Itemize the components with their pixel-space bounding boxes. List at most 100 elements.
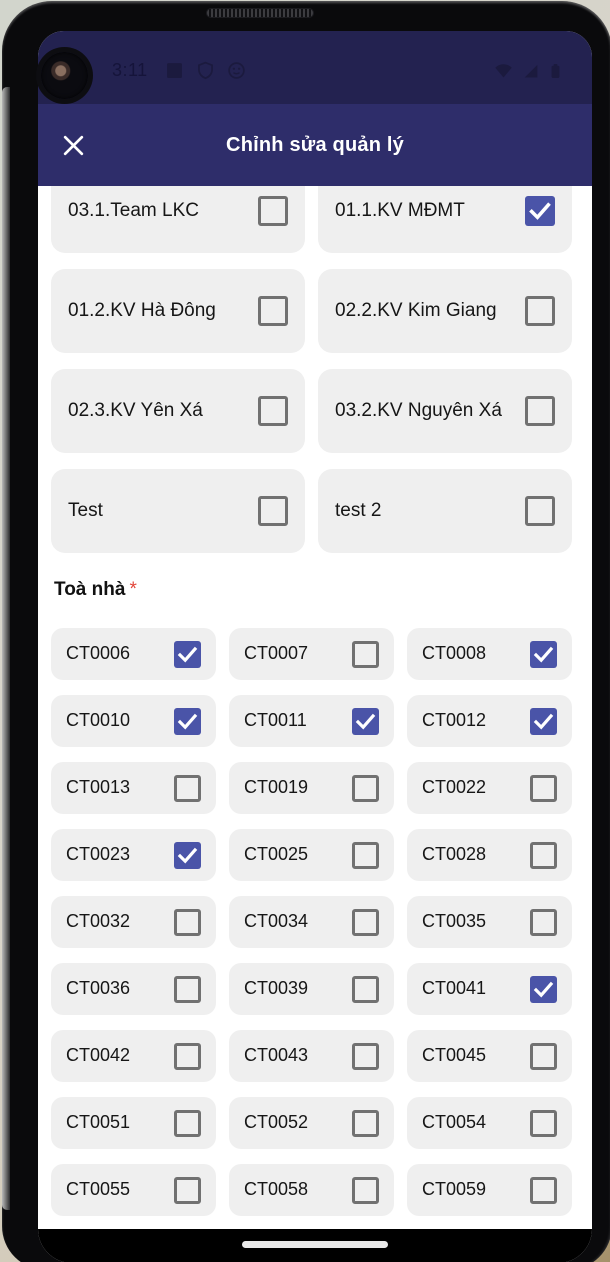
checkbox-unchecked-icon[interactable] <box>174 975 201 1003</box>
building-card-label: CT0006 <box>66 643 131 664</box>
checkbox-unchecked-icon[interactable] <box>174 1176 201 1204</box>
building-card-label: CT0043 <box>244 1045 309 1066</box>
building-card[interactable]: CT0043 <box>229 1030 394 1082</box>
checkbox-unchecked-icon[interactable] <box>530 841 557 869</box>
checkbox-unchecked-icon[interactable] <box>530 908 557 936</box>
building-card[interactable]: CT0042 <box>51 1030 216 1082</box>
checkbox-unchecked-icon[interactable] <box>174 1109 201 1137</box>
checkbox-unchecked-icon[interactable] <box>530 1176 557 1204</box>
areas-checkbox-grid: 03.1.Team LKC 01.1.KV MĐMT 01.2.KV Hà Đông… <box>51 186 572 553</box>
checkbox-unchecked-icon[interactable] <box>525 296 555 326</box>
checkbox-unchecked-icon[interactable] <box>352 1176 379 1204</box>
checkbox-checked-icon[interactable] <box>530 975 557 1003</box>
building-card[interactable]: CT0054 <box>407 1097 572 1149</box>
building-card[interactable]: CT0028 <box>407 829 572 881</box>
status-bar: 3:11 <box>38 31 592 104</box>
building-card-label: CT0028 <box>422 844 487 865</box>
form-content[interactable]: 03.1.Team LKC 01.1.KV MĐMT 01.2.KV Hà Đông… <box>38 186 592 1229</box>
wifi-icon <box>495 64 512 78</box>
checkbox-unchecked-icon[interactable] <box>352 640 379 668</box>
checkbox-checked-icon[interactable] <box>352 707 379 735</box>
cell-signal-icon <box>524 64 538 78</box>
browser-circle-icon <box>227 62 245 79</box>
area-card[interactable]: 03.1.Team LKC <box>51 186 305 253</box>
checkbox-unchecked-icon[interactable] <box>352 841 379 869</box>
notification-square-icon <box>166 63 182 78</box>
buildings-section-label: Toà nhà * <box>54 579 572 601</box>
area-card[interactable]: 01.2.KV Hà Đông <box>51 269 305 353</box>
area-card[interactable]: Test <box>51 469 305 553</box>
building-card-label: CT0025 <box>244 844 309 865</box>
area-card[interactable]: 02.2.KV Kim Giang <box>318 269 572 353</box>
close-button[interactable] <box>58 130 88 160</box>
checkbox-checked-icon[interactable] <box>174 640 201 668</box>
checkbox-unchecked-icon[interactable] <box>352 975 379 1003</box>
checkbox-unchecked-icon[interactable] <box>530 1109 557 1137</box>
checkbox-unchecked-icon[interactable] <box>258 396 288 426</box>
checkbox-unchecked-icon[interactable] <box>258 296 288 326</box>
checkbox-checked-icon[interactable] <box>530 640 557 668</box>
home-indicator[interactable] <box>242 1241 388 1248</box>
checkbox-unchecked-icon[interactable] <box>352 774 379 802</box>
checkbox-unchecked-icon[interactable] <box>525 496 555 526</box>
building-card[interactable]: CT0039 <box>229 963 394 1015</box>
building-card[interactable]: CT0011 <box>229 695 394 747</box>
building-card[interactable]: CT0007 <box>229 628 394 680</box>
area-card-label: test 2 <box>335 499 382 521</box>
checkbox-unchecked-icon[interactable] <box>530 1042 557 1070</box>
area-card[interactable]: 02.3.KV Yên Xá <box>51 369 305 453</box>
building-card[interactable]: CT0012 <box>407 695 572 747</box>
checkbox-unchecked-icon[interactable] <box>525 396 555 426</box>
area-card[interactable]: 03.2.KV Nguyên Xá <box>318 369 572 453</box>
checkbox-unchecked-icon[interactable] <box>530 774 557 802</box>
building-card[interactable]: CT0041 <box>407 963 572 1015</box>
building-card[interactable]: CT0032 <box>51 896 216 948</box>
checkbox-unchecked-icon[interactable] <box>174 774 201 802</box>
building-card[interactable]: CT0022 <box>407 762 572 814</box>
building-card-label: CT0007 <box>244 643 309 664</box>
building-card[interactable]: CT0008 <box>407 628 572 680</box>
building-card[interactable]: CT0052 <box>229 1097 394 1149</box>
status-time: 3:11 <box>112 60 148 80</box>
checkbox-unchecked-icon[interactable] <box>174 1042 201 1070</box>
checkbox-checked-icon[interactable] <box>525 196 555 226</box>
area-card[interactable]: 01.1.KV MĐMT <box>318 186 572 253</box>
building-card-label: CT0010 <box>66 710 131 731</box>
building-card[interactable]: CT0055 <box>51 1164 216 1216</box>
building-card[interactable]: CT0036 <box>51 963 216 1015</box>
building-card[interactable]: CT0010 <box>51 695 216 747</box>
area-card-label: 02.3.KV Yên Xá <box>68 399 203 421</box>
checkbox-checked-icon[interactable] <box>174 841 201 869</box>
building-card[interactable]: CT0019 <box>229 762 394 814</box>
building-card[interactable]: CT0006 <box>51 628 216 680</box>
building-card[interactable]: CT0023 <box>51 829 216 881</box>
shield-icon <box>197 61 213 80</box>
building-card[interactable]: CT0034 <box>229 896 394 948</box>
checkbox-unchecked-icon[interactable] <box>352 1042 379 1070</box>
building-card[interactable]: CT0035 <box>407 896 572 948</box>
building-card-label: CT0012 <box>422 710 487 731</box>
building-card[interactable]: CT0059 <box>407 1164 572 1216</box>
building-card-label: CT0054 <box>422 1112 487 1133</box>
building-card[interactable]: CT0051 <box>51 1097 216 1149</box>
checkbox-unchecked-icon[interactable] <box>174 908 201 936</box>
building-card-label: CT0042 <box>66 1045 131 1066</box>
checkbox-unchecked-icon[interactable] <box>352 1109 379 1137</box>
building-card-label: CT0019 <box>244 777 309 798</box>
checkbox-unchecked-icon[interactable] <box>352 908 379 936</box>
building-card-label: CT0023 <box>66 844 131 865</box>
building-card[interactable]: CT0045 <box>407 1030 572 1082</box>
building-card[interactable]: CT0013 <box>51 762 216 814</box>
area-card[interactable]: test 2 <box>318 469 572 553</box>
checkbox-checked-icon[interactable] <box>174 707 201 735</box>
building-card-label: CT0011 <box>244 710 307 731</box>
checkbox-checked-icon[interactable] <box>530 707 557 735</box>
checkbox-unchecked-icon[interactable] <box>258 496 288 526</box>
checkbox-unchecked-icon[interactable] <box>258 196 288 226</box>
building-card[interactable]: CT0025 <box>229 829 394 881</box>
building-card[interactable]: CT0058 <box>229 1164 394 1216</box>
building-card-label: CT0058 <box>244 1179 309 1200</box>
battery-icon <box>551 63 560 78</box>
building-card-label: CT0055 <box>66 1179 131 1200</box>
building-card-label: CT0041 <box>422 978 487 999</box>
